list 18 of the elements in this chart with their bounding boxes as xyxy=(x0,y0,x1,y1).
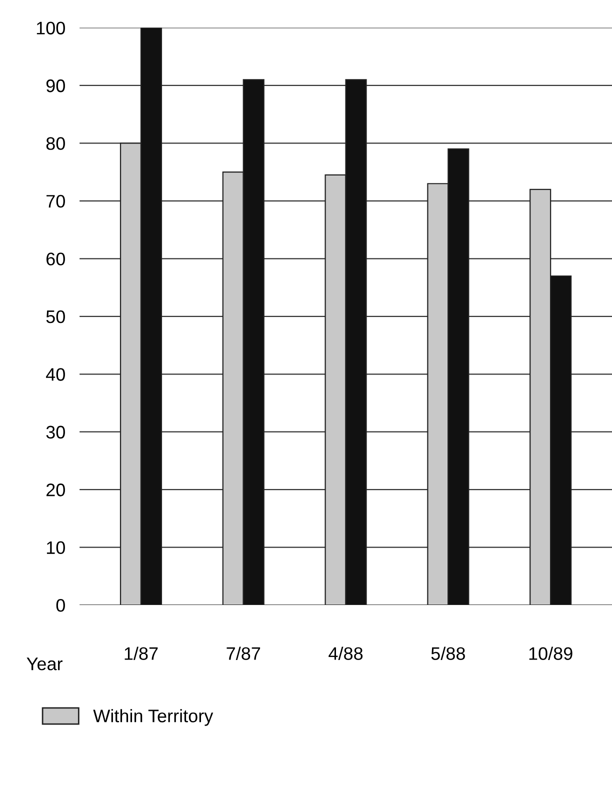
x-axis-title: Year xyxy=(26,658,63,670)
x-tick-label: 10/89 xyxy=(529,646,572,660)
y-tick-label: 40 xyxy=(46,368,65,381)
y-tick-label: 100 xyxy=(36,22,65,34)
y-tick-label: 80 xyxy=(46,137,65,150)
x-tick-label: 1/87 xyxy=(124,646,158,660)
legend-label: Within Territory xyxy=(93,709,214,726)
y-tick-label: 20 xyxy=(46,484,65,496)
x-tick-label: 7/87 xyxy=(226,646,260,660)
y-tick-label: 0 xyxy=(56,598,65,612)
y-tick-label: 90 xyxy=(46,79,65,92)
y-tick-label: 60 xyxy=(46,252,65,266)
x-tick-label: 4/88 xyxy=(328,646,363,660)
y-tick-label: 10 xyxy=(46,541,65,554)
y-tick-label: 30 xyxy=(46,426,65,439)
y-tick-label: 70 xyxy=(46,194,65,208)
x-tick-label: 5/88 xyxy=(431,646,465,660)
y-tick-label: 50 xyxy=(46,310,65,324)
